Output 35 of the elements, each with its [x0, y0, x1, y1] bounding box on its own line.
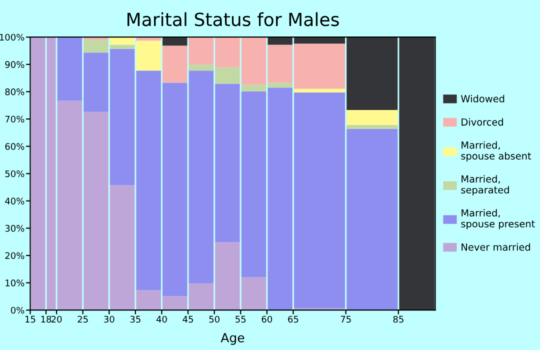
legend-label: Never married: [462, 243, 530, 251]
legend-label: Widowed: [461, 94, 504, 102]
y-tick-label: 60%: [5, 143, 24, 150]
legend-label: Married, separated: [461, 175, 509, 196]
x-tick-label: 20: [51, 316, 62, 323]
x-tick-label: 45: [182, 316, 193, 323]
y-tick-label: 70%: [5, 116, 24, 123]
x-tick-label: 55: [236, 316, 246, 323]
x-tick-label: 50: [209, 316, 220, 323]
x-tick-label: 18: [41, 316, 52, 323]
x-axis-title: Age: [220, 333, 244, 345]
x-tick-label: 25: [78, 316, 88, 323]
x-tick-label: 85: [393, 316, 404, 323]
x-tick-label: 15: [25, 316, 36, 323]
bar: [84, 37, 108, 40]
y-tick-label: 0%: [10, 306, 24, 314]
bar: [162, 46, 188, 83]
y-tick-label: 20%: [5, 252, 24, 260]
chart-title: Marital Status for Males: [128, 12, 339, 26]
y-tick-label: 80%: [5, 88, 24, 96]
y-tick-label: 40%: [5, 198, 24, 204]
legend-label: Married, spouse absent: [461, 141, 532, 162]
legend-label: Divorced: [462, 118, 503, 126]
x-tick-label: 75: [340, 316, 351, 323]
x-tick-label: 40: [156, 316, 167, 323]
legend-label: Married, spouse present: [461, 209, 535, 230]
x-tick-label: 65: [288, 316, 298, 323]
y-tick-label: 10%: [6, 280, 24, 286]
y-tick-label: 30%: [5, 224, 24, 232]
y-tick-label: 50%: [5, 170, 24, 178]
x-tick-label: 60: [262, 316, 272, 323]
y-tick-label: 90%: [5, 61, 24, 68]
x-tick-label: 35: [130, 316, 140, 323]
x-tick-label: 30: [104, 316, 114, 323]
y-tick-label: 100%: [0, 34, 24, 41]
